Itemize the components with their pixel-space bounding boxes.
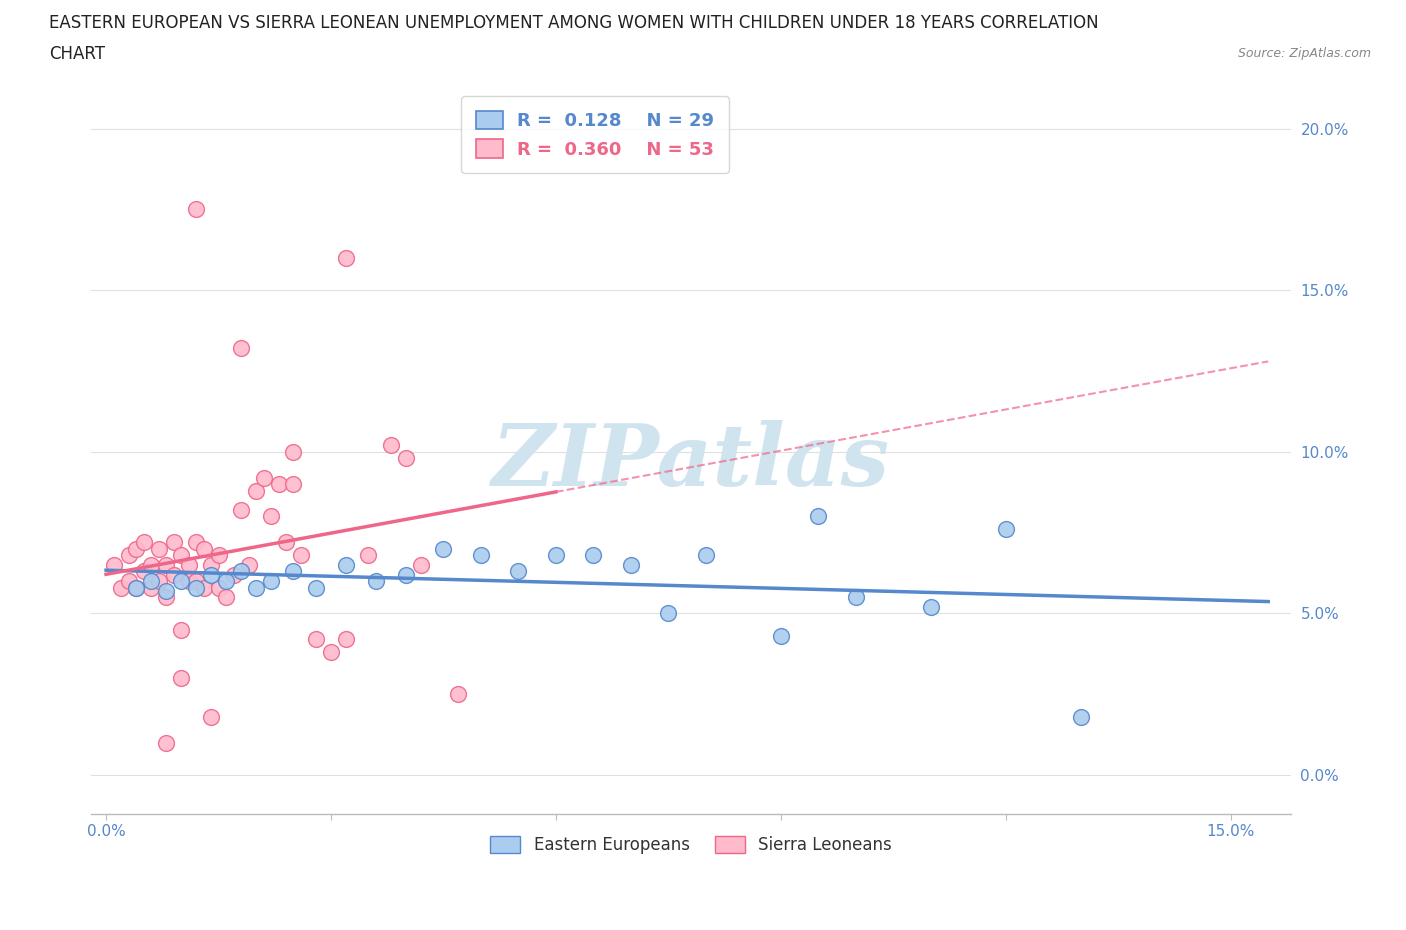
Point bbox=[207, 580, 229, 595]
Point bbox=[245, 580, 267, 595]
Text: Source: ZipAtlas.com: Source: ZipAtlas.com bbox=[1237, 46, 1371, 60]
Point bbox=[155, 583, 177, 598]
Point bbox=[283, 477, 305, 492]
Point bbox=[229, 502, 252, 517]
Point bbox=[222, 567, 245, 582]
Point bbox=[319, 644, 342, 659]
Point bbox=[274, 535, 297, 550]
Point bbox=[110, 580, 132, 595]
Point bbox=[184, 574, 207, 589]
Point bbox=[432, 541, 454, 556]
Point bbox=[162, 535, 184, 550]
Point bbox=[117, 574, 139, 589]
Point bbox=[139, 557, 162, 572]
Point bbox=[769, 629, 792, 644]
Point bbox=[125, 541, 148, 556]
Point bbox=[364, 574, 387, 589]
Point bbox=[395, 567, 418, 582]
Point bbox=[544, 548, 567, 563]
Text: CHART: CHART bbox=[49, 45, 105, 62]
Point bbox=[155, 590, 177, 604]
Point bbox=[260, 574, 283, 589]
Point bbox=[177, 574, 200, 589]
Point bbox=[117, 548, 139, 563]
Point bbox=[184, 535, 207, 550]
Point bbox=[155, 736, 177, 751]
Point bbox=[283, 445, 305, 459]
Point bbox=[229, 341, 252, 356]
Point bbox=[380, 438, 402, 453]
Point bbox=[207, 548, 229, 563]
Point bbox=[170, 622, 193, 637]
Point bbox=[148, 541, 170, 556]
Point bbox=[215, 590, 238, 604]
Point bbox=[305, 631, 328, 646]
Point bbox=[395, 451, 418, 466]
Point bbox=[125, 580, 148, 595]
Point bbox=[193, 580, 215, 595]
Point bbox=[245, 484, 267, 498]
Point bbox=[470, 548, 492, 563]
Point bbox=[283, 564, 305, 578]
Point bbox=[200, 710, 222, 724]
Point bbox=[335, 557, 357, 572]
Point bbox=[215, 574, 238, 589]
Point bbox=[170, 671, 193, 685]
Point bbox=[845, 590, 868, 604]
Point bbox=[260, 509, 283, 524]
Point bbox=[807, 509, 830, 524]
Point bbox=[132, 535, 155, 550]
Point bbox=[125, 580, 148, 595]
Point bbox=[695, 548, 717, 563]
Point bbox=[177, 557, 200, 572]
Point bbox=[155, 557, 177, 572]
Point bbox=[920, 600, 942, 615]
Point bbox=[508, 564, 530, 578]
Point bbox=[132, 564, 155, 578]
Point bbox=[290, 548, 312, 563]
Point bbox=[170, 574, 193, 589]
Point bbox=[162, 567, 184, 582]
Point bbox=[229, 564, 252, 578]
Point bbox=[582, 548, 605, 563]
Legend: Eastern Europeans, Sierra Leoneans: Eastern Europeans, Sierra Leoneans bbox=[484, 829, 898, 860]
Point bbox=[238, 557, 260, 572]
Point bbox=[193, 541, 215, 556]
Point bbox=[170, 548, 193, 563]
Point bbox=[620, 557, 643, 572]
Point bbox=[184, 580, 207, 595]
Point bbox=[139, 580, 162, 595]
Point bbox=[1070, 710, 1092, 724]
Point bbox=[409, 557, 432, 572]
Point bbox=[252, 471, 274, 485]
Point bbox=[657, 606, 679, 621]
Point bbox=[335, 631, 357, 646]
Point bbox=[139, 574, 162, 589]
Point bbox=[267, 477, 290, 492]
Point bbox=[148, 574, 170, 589]
Text: EASTERN EUROPEAN VS SIERRA LEONEAN UNEMPLOYMENT AMONG WOMEN WITH CHILDREN UNDER : EASTERN EUROPEAN VS SIERRA LEONEAN UNEMP… bbox=[49, 14, 1099, 32]
Point bbox=[305, 580, 328, 595]
Text: ZIPatlas: ZIPatlas bbox=[492, 419, 890, 503]
Point bbox=[994, 522, 1017, 537]
Point bbox=[103, 557, 125, 572]
Point bbox=[447, 686, 470, 701]
Point bbox=[357, 548, 380, 563]
Point bbox=[200, 567, 222, 582]
Point bbox=[184, 202, 207, 217]
Point bbox=[200, 557, 222, 572]
Point bbox=[335, 250, 357, 265]
